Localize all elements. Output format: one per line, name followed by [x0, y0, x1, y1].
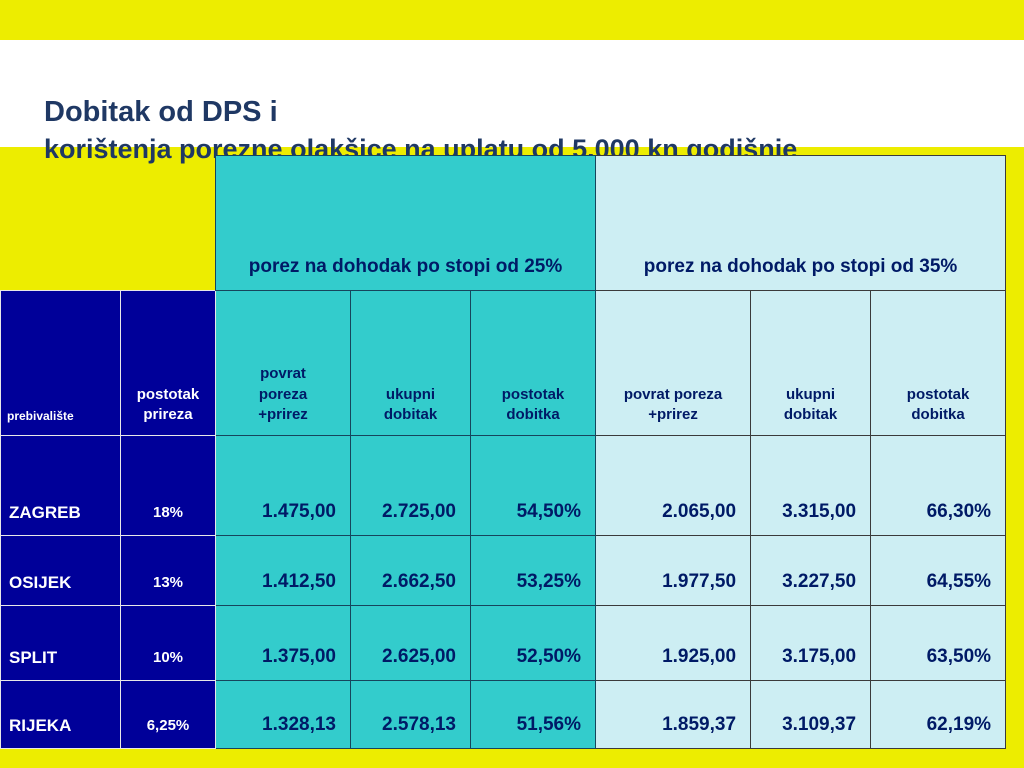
ukupni-25-cell: 2.662,50: [350, 535, 471, 606]
table-row-split: SPLIT 10% 1.375,00 2.625,00 52,50% 1.925…: [0, 605, 1007, 681]
header-povrat-25: povrat poreza +prirez: [215, 290, 351, 436]
prirez-cell: 13%: [120, 535, 216, 606]
postotak-35-cell: 63,50%: [870, 605, 1007, 681]
postotak-35-cell: 64,55%: [870, 535, 1007, 606]
povrat-25-cell: 1.412,50: [215, 535, 351, 606]
povrat-25-cell: 1.375,00: [215, 605, 351, 681]
table-row-zagreb: ZAGREB 18% 1.475,00 2.725,00 54,50% 2.06…: [0, 435, 1007, 536]
postotak-25-cell: 51,56%: [469, 680, 597, 749]
ukupni-35-cell: 3.175,00: [750, 605, 872, 681]
povrat-25-cell: 1.475,00: [215, 435, 351, 536]
ukupni-25-cell: 2.725,00: [350, 435, 471, 536]
ukupni-25-cell: 2.578,13: [350, 680, 471, 749]
ukupni-25-cell: 2.625,00: [350, 605, 471, 681]
povrat-35-cell: 2.065,00: [595, 435, 752, 536]
group-header-35: porez na dohodak po stopi od 35%: [595, 155, 1007, 291]
ukupni-35-cell: 3.109,37: [750, 680, 872, 749]
title-banner: Dobitak od DPS i korištenja porezne olak…: [0, 40, 1024, 164]
prirez-cell: 10%: [120, 605, 216, 681]
prirez-cell: 6,25%: [120, 680, 216, 749]
title-line-1: Dobitak od DPS i: [44, 96, 278, 128]
empty-corner-cell: [1, 156, 216, 291]
postotak-35-cell: 66,30%: [870, 435, 1007, 536]
povrat-35-cell: 1.859,37: [595, 680, 752, 749]
city-cell: SPLIT: [0, 605, 121, 681]
group-header-25: porez na dohodak po stopi od 25%: [214, 155, 597, 291]
header-postotak-25: postotak dobitka: [469, 290, 597, 436]
city-cell: OSIJEK: [0, 535, 121, 606]
postotak-25-cell: 52,50%: [469, 605, 597, 681]
ukupni-35-cell: 3.227,50: [750, 535, 872, 606]
ukupni-35-cell: 3.315,00: [750, 435, 872, 536]
tax-benefit-table: porez na dohodak po stopi od 25% porez n…: [0, 155, 1007, 749]
postotak-25-cell: 53,25%: [469, 535, 597, 606]
city-cell: RIJEKA: [0, 680, 121, 749]
header-postotak-35: postotak dobitka: [870, 290, 1007, 436]
group-header-row: porez na dohodak po stopi od 25% porez n…: [1, 155, 1007, 291]
city-cell: ZAGREB: [0, 435, 121, 536]
table-row-osijek: OSIJEK 13% 1.412,50 2.662,50 53,25% 1.97…: [0, 535, 1007, 606]
header-ukupni-25: ukupni dobitak: [350, 290, 471, 436]
povrat-35-cell: 1.977,50: [595, 535, 752, 606]
column-header-row: prebivalište postotak prireza povrat por…: [0, 290, 1007, 436]
povrat-25-cell: 1.328,13: [215, 680, 351, 749]
header-ukupni-35: ukupni dobitak: [750, 290, 872, 436]
prirez-cell: 18%: [120, 435, 216, 536]
header-postotak-prireza: postotak prireza: [120, 290, 216, 436]
postotak-35-cell: 62,19%: [870, 680, 1007, 749]
header-prebivaliste: prebivalište: [0, 290, 121, 436]
table-row-rijeka: RIJEKA 6,25% 1.328,13 2.578,13 51,56% 1.…: [0, 680, 1007, 749]
postotak-25-cell: 54,50%: [469, 435, 597, 536]
header-povrat-35: povrat poreza +prirez: [595, 290, 752, 436]
povrat-35-cell: 1.925,00: [595, 605, 752, 681]
